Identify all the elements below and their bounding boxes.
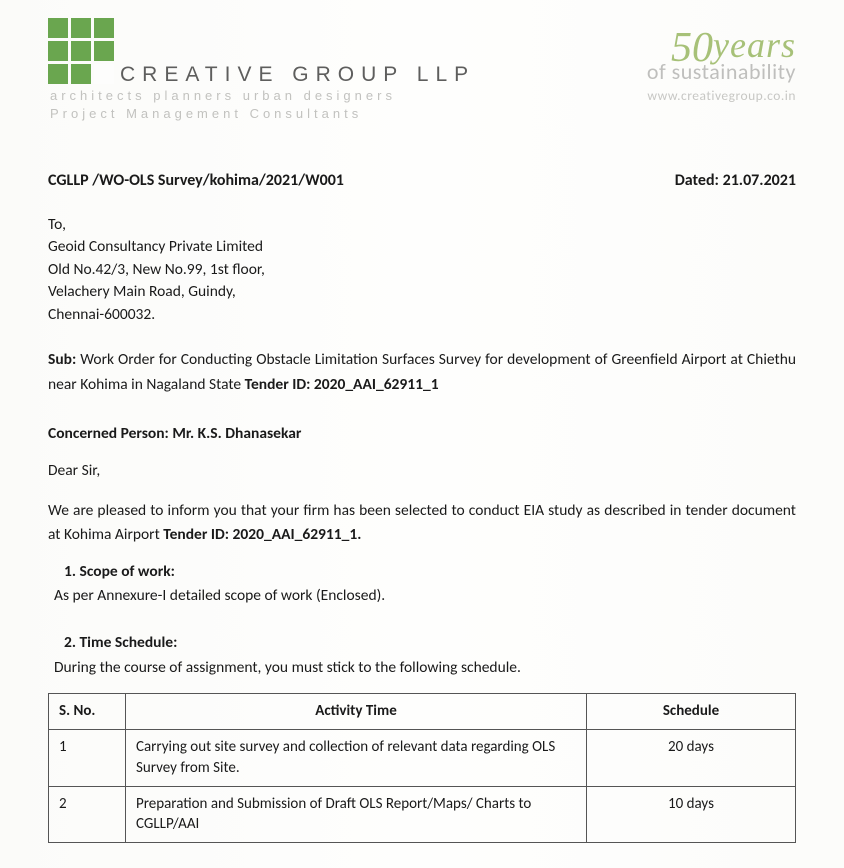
logo-square bbox=[94, 18, 114, 38]
col-header-sno: S. No. bbox=[49, 694, 126, 730]
document-page: CREATIVE GROUP LLP architects planners u… bbox=[0, 0, 844, 868]
website-url: www.creativegroup.co.in bbox=[647, 87, 796, 104]
intro-paragraph: We are pleased to inform you that your f… bbox=[48, 499, 796, 547]
recipient-address: To, Geoid Consultancy Private Limited Ol… bbox=[48, 214, 796, 326]
cell-activity: Preparation and Submission of Draft OLS … bbox=[126, 786, 587, 843]
intro-tender-id: Tender ID: 2020_AAI_62911_1. bbox=[163, 525, 361, 544]
company-tagline-1: architects planners urban designers bbox=[50, 87, 475, 105]
logo-square bbox=[94, 41, 114, 61]
cell-sno: 2 bbox=[49, 786, 126, 843]
logo-square bbox=[48, 41, 68, 61]
letterhead: CREATIVE GROUP LLP architects planners u… bbox=[48, 18, 796, 122]
address-to: To, bbox=[48, 214, 796, 236]
schedule-table: S. No. Activity Time Schedule 1 Carrying… bbox=[48, 693, 796, 843]
cell-sno: 1 bbox=[49, 730, 126, 787]
reference-date: Dated: 21.07.2021 bbox=[675, 170, 796, 192]
logo-square bbox=[48, 18, 68, 38]
subject-tender-id: Tender ID: 2020_AAI_62911_1 bbox=[245, 375, 439, 394]
brand-left: CREATIVE GROUP LLP architects planners u… bbox=[48, 18, 475, 122]
company-name: CREATIVE GROUP LLP bbox=[120, 63, 475, 87]
reference-number: CGLLP /WO-OLS Survey/kohima/2021/W001 bbox=[48, 170, 344, 192]
address-line-4: Chennai-600032. bbox=[48, 304, 796, 326]
address-line-1: Geoid Consultancy Private Limited bbox=[48, 236, 796, 258]
concerned-person: Concerned Person: Mr. K.S. Dhanasekar bbox=[48, 424, 796, 445]
address-line-2: Old No.42/3, New No.99, 1st floor, bbox=[48, 259, 796, 281]
scope-body: As per Annexure-I detailed scope of work… bbox=[54, 586, 796, 607]
scope-heading: 1. Scope of work: bbox=[64, 562, 796, 583]
time-body: During the course of assignment, you mus… bbox=[54, 658, 796, 679]
table-row: 2 Preparation and Submission of Draft OL… bbox=[49, 786, 796, 843]
logo-square bbox=[71, 64, 91, 84]
address-line-3: Velachery Main Road, Guindy, bbox=[48, 281, 796, 303]
company-tagline-2: Project Management Consultants bbox=[50, 105, 475, 123]
logo-square bbox=[48, 64, 68, 84]
col-header-activity: Activity Time bbox=[126, 694, 587, 730]
time-heading: 2. Time Schedule: bbox=[64, 633, 796, 654]
sustainability-text: of sustainability bbox=[647, 58, 796, 85]
cell-schedule: 10 days bbox=[587, 786, 796, 843]
letter-body: CGLLP /WO-OLS Survey/kohima/2021/W001 Da… bbox=[48, 170, 796, 843]
subject-line: Sub: Work Order for Conducting Obstacle … bbox=[48, 348, 796, 398]
cell-activity: Carrying out site survey and collection … bbox=[126, 730, 587, 787]
brand-right: 50years of sustainability www.creativegr… bbox=[647, 24, 796, 104]
salutation: Dear Sir, bbox=[48, 461, 796, 482]
logo-square bbox=[71, 18, 91, 38]
table-row: 1 Carrying out site survey and collectio… bbox=[49, 730, 796, 787]
col-header-schedule: Schedule bbox=[587, 694, 796, 730]
table-header-row: S. No. Activity Time Schedule bbox=[49, 694, 796, 730]
logo-square bbox=[94, 64, 114, 84]
reference-row: CGLLP /WO-OLS Survey/kohima/2021/W001 Da… bbox=[48, 170, 796, 192]
logo-square bbox=[71, 41, 91, 61]
subject-label: Sub: bbox=[48, 350, 80, 369]
intro-text: We are pleased to inform you that your f… bbox=[48, 501, 796, 544]
cell-schedule: 20 days bbox=[587, 730, 796, 787]
